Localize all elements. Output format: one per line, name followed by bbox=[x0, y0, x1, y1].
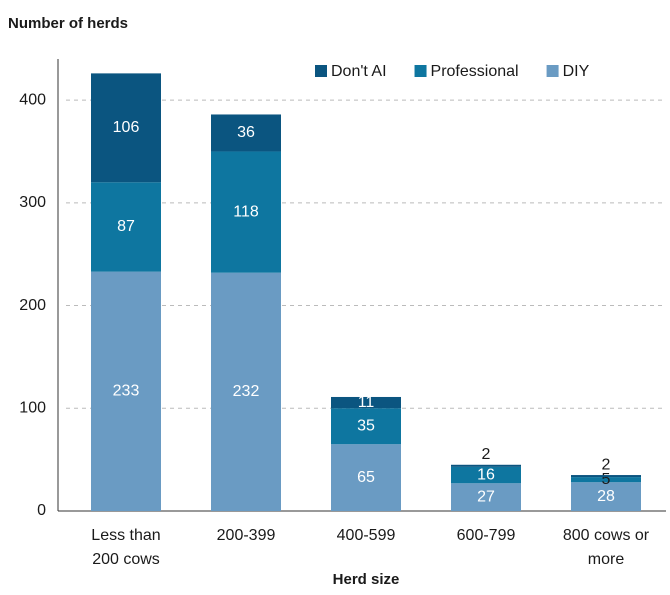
data-label: 11 bbox=[358, 394, 375, 411]
bar-segment bbox=[211, 114, 281, 152]
bar-segment bbox=[331, 396, 401, 409]
y-tick-label: 100 bbox=[19, 399, 46, 416]
data-label: 35 bbox=[357, 417, 375, 434]
bar-segment bbox=[331, 444, 401, 511]
data-label: 2 bbox=[602, 456, 611, 473]
bar-segment bbox=[451, 466, 521, 484]
data-label: 106 bbox=[113, 119, 140, 136]
y-tick-label: 300 bbox=[19, 194, 46, 211]
x-tick-label: 200-399 bbox=[217, 527, 276, 544]
legend-label: DIY bbox=[563, 63, 590, 80]
data-label: 65 bbox=[357, 469, 375, 486]
x-tick-label: Less than 200 cows bbox=[91, 527, 160, 568]
data-label: 27 bbox=[477, 488, 495, 505]
bar-segment bbox=[91, 271, 161, 511]
data-label: 16 bbox=[477, 466, 495, 483]
legend-swatch bbox=[315, 65, 327, 77]
bar-segment bbox=[211, 151, 281, 273]
legend-swatch bbox=[546, 65, 559, 77]
data-label: 233 bbox=[113, 383, 140, 400]
data-label: 232 bbox=[233, 383, 260, 400]
data-label: 118 bbox=[233, 203, 259, 220]
bar-segment bbox=[91, 73, 161, 183]
data-label: 2 bbox=[482, 446, 491, 463]
y-tick-label: 0 bbox=[37, 502, 46, 519]
data-label: 36 bbox=[237, 124, 255, 141]
x-tick-label: 800 cows or more bbox=[563, 527, 650, 568]
x-tick-label: 600-799 bbox=[457, 527, 516, 544]
bar-segment bbox=[91, 182, 161, 272]
data-label: 87 bbox=[117, 218, 135, 235]
legend-label: Don't AI bbox=[331, 63, 387, 80]
legend-swatch bbox=[414, 65, 427, 77]
y-tick-label: 400 bbox=[19, 91, 46, 108]
legend-label: Professional bbox=[431, 63, 519, 80]
data-label: 28 bbox=[597, 488, 615, 505]
bar-segment bbox=[571, 482, 641, 511]
bar-segment bbox=[571, 477, 641, 483]
bar-segment bbox=[451, 464, 521, 467]
chart-title: Number of herds bbox=[8, 15, 128, 32]
bar-segment bbox=[211, 272, 281, 511]
x-tick-label: 400-599 bbox=[337, 527, 396, 544]
bar-segment bbox=[331, 408, 401, 445]
bar-segment bbox=[451, 483, 521, 511]
x-axis-label: Herd size bbox=[333, 571, 400, 588]
y-tick-label: 200 bbox=[19, 297, 46, 314]
bar-segment bbox=[571, 475, 641, 478]
data-label: 5 bbox=[602, 471, 611, 488]
